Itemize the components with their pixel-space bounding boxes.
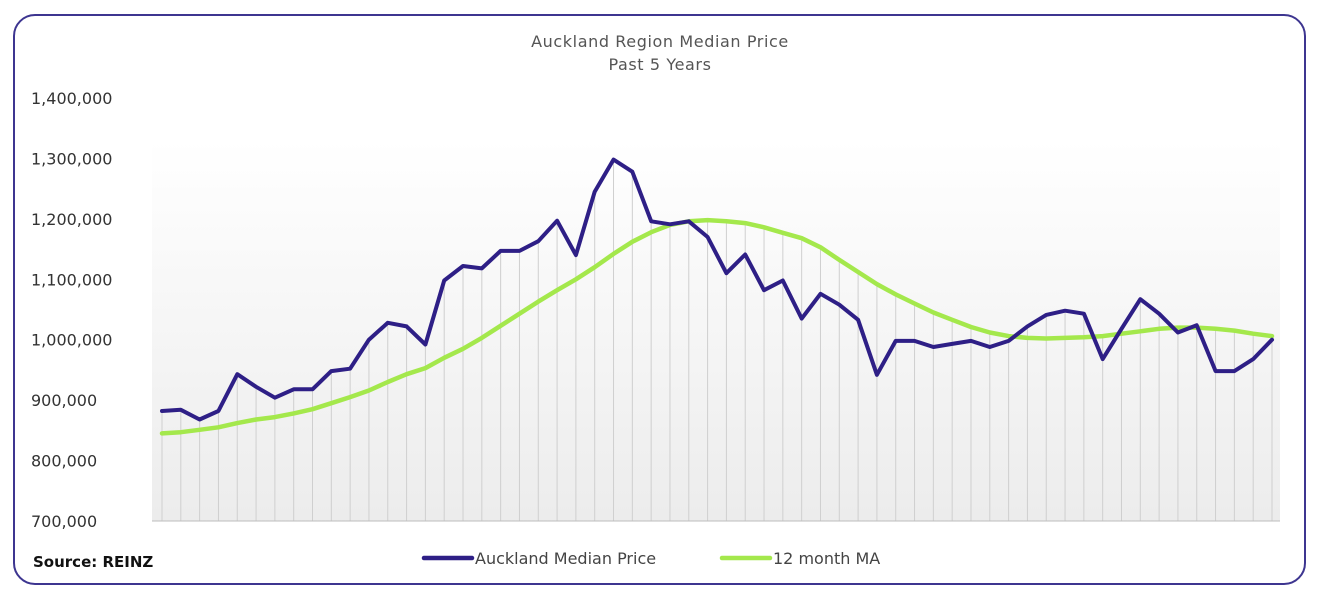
source-note: Source: REINZ (33, 553, 153, 571)
y-tick-label: 1,400,000 (31, 89, 112, 108)
series-line-median-price (160, 157, 1274, 422)
y-tick-label: 700,000 (31, 512, 97, 531)
y-tick-label: 1,300,000 (31, 149, 112, 168)
legend: Auckland Median Price 12 month MA (421, 549, 880, 568)
series-line-moving-average (159, 217, 1275, 436)
y-tick-label: 900,000 (31, 391, 97, 410)
y-tick-label: 1,000,000 (31, 331, 112, 350)
legend-label-median-price: Auckland Median Price (475, 549, 656, 568)
series-layer (159, 157, 1275, 436)
chart-subtitle: Past 5 Years (608, 55, 711, 74)
y-axis: 700,000 800,000 900,000 1,000,000 1,100,000 1… (31, 89, 112, 531)
chart-title: Auckland Region Median Price (531, 32, 789, 51)
y-tick-label: 1,200,000 (31, 210, 112, 229)
y-tick-label: 800,000 (31, 452, 97, 471)
legend-label-moving-average: 12 month MA (773, 549, 880, 568)
y-tick-label: 1,100,000 (31, 270, 112, 289)
plot-background (152, 140, 1280, 521)
